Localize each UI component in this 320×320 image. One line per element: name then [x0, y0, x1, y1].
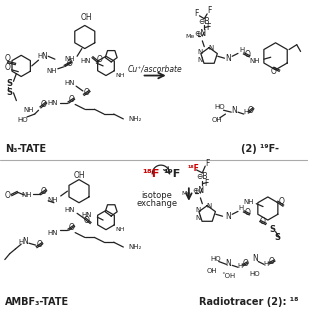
Text: O: O	[84, 88, 90, 97]
Text: Radiotracer (2): ¹⁸: Radiotracer (2): ¹⁸	[199, 297, 299, 307]
Text: ⊖B: ⊖B	[196, 172, 208, 181]
Text: N: N	[226, 259, 231, 268]
Text: HN: HN	[48, 229, 58, 236]
Text: (2) ¹⁹F-: (2) ¹⁹F-	[241, 144, 279, 154]
Text: O: O	[40, 100, 46, 109]
Text: N: N	[252, 254, 258, 263]
Text: O: O	[5, 190, 11, 199]
Text: HO: HO	[210, 256, 221, 261]
Text: O: O	[67, 59, 72, 68]
Text: NH: NH	[47, 68, 57, 74]
Text: O: O	[243, 259, 249, 268]
Text: HN: HN	[80, 58, 91, 64]
Text: N₃-TATE: N₃-TATE	[5, 144, 46, 154]
Text: OH: OH	[212, 117, 222, 123]
Text: N: N	[206, 203, 212, 209]
Text: O: O	[248, 106, 253, 115]
Text: NH₂: NH₂	[128, 116, 141, 122]
Text: O: O	[245, 208, 251, 217]
Text: O: O	[271, 67, 276, 76]
Text: O: O	[245, 50, 251, 59]
Text: NH: NH	[22, 192, 32, 198]
Text: F: F	[204, 179, 208, 188]
Text: HN: HN	[65, 80, 75, 86]
Text: S: S	[7, 79, 12, 88]
Text: O: O	[40, 187, 46, 196]
Text: HO: HO	[215, 104, 226, 110]
Text: F: F	[207, 6, 211, 15]
Text: N: N	[231, 106, 237, 115]
Text: ⊕N: ⊕N	[194, 29, 206, 38]
Text: HN: HN	[48, 100, 58, 106]
Text: N: N	[226, 212, 231, 221]
Text: Me: Me	[185, 34, 195, 38]
Text: H: H	[237, 263, 243, 269]
Text: ¹⁸F: ¹⁸F	[188, 164, 200, 172]
Text: Cu⁺/ascorbate: Cu⁺/ascorbate	[128, 64, 182, 73]
Text: NH: NH	[24, 107, 34, 113]
Text: N: N	[208, 44, 214, 51]
Text: O: O	[68, 223, 74, 232]
Text: isotope: isotope	[142, 191, 172, 200]
Text: NH: NH	[116, 227, 125, 232]
Text: H: H	[38, 53, 43, 59]
Text: N: N	[226, 54, 231, 63]
Text: NH: NH	[47, 197, 58, 203]
Text: S: S	[270, 225, 276, 234]
Text: N: N	[22, 237, 28, 246]
Text: ⊕N: ⊕N	[192, 186, 204, 195]
Text: ¹⁹F: ¹⁹F	[163, 169, 180, 179]
Text: O: O	[260, 218, 266, 227]
Text: N: N	[195, 207, 200, 213]
Text: O: O	[96, 55, 102, 64]
Text: NH: NH	[116, 73, 125, 78]
Text: ¹⁸F: ¹⁸F	[143, 169, 160, 179]
Text: F: F	[206, 23, 210, 32]
Text: N: N	[198, 57, 203, 63]
Text: O: O	[84, 216, 90, 225]
Text: H: H	[263, 261, 268, 268]
Text: N: N	[198, 49, 203, 55]
Text: H: H	[243, 109, 248, 115]
Text: O: O	[36, 240, 43, 249]
Text: NH: NH	[250, 58, 260, 64]
Text: OH: OH	[207, 268, 217, 274]
Text: NH₂: NH₂	[128, 244, 141, 250]
Text: S: S	[275, 233, 280, 242]
Text: HO: HO	[18, 117, 28, 123]
Text: HO: HO	[249, 271, 260, 277]
Text: S: S	[7, 88, 12, 97]
Text: O: O	[5, 63, 11, 72]
Text: N: N	[42, 52, 47, 61]
Text: OH: OH	[73, 171, 85, 180]
Text: ⊖B: ⊖B	[198, 17, 210, 26]
Text: H: H	[239, 47, 244, 53]
Text: ˚OH: ˚OH	[221, 273, 236, 279]
Text: OH: OH	[81, 13, 92, 22]
Text: H: H	[19, 239, 24, 245]
Text: O: O	[269, 257, 275, 266]
Text: F: F	[194, 9, 199, 18]
Text: NH: NH	[244, 199, 254, 205]
Text: N: N	[195, 215, 200, 221]
Text: O: O	[278, 197, 284, 206]
Text: HN: HN	[81, 212, 92, 218]
Text: NH: NH	[65, 56, 75, 62]
Text: O: O	[5, 54, 11, 63]
Text: O: O	[68, 95, 74, 104]
Text: HN: HN	[65, 207, 75, 213]
Text: H: H	[238, 205, 244, 212]
Text: F: F	[205, 159, 209, 168]
Text: Me: Me	[181, 191, 191, 196]
Text: exchange: exchange	[137, 199, 178, 208]
Text: AMBF₃-TATE: AMBF₃-TATE	[5, 297, 69, 307]
